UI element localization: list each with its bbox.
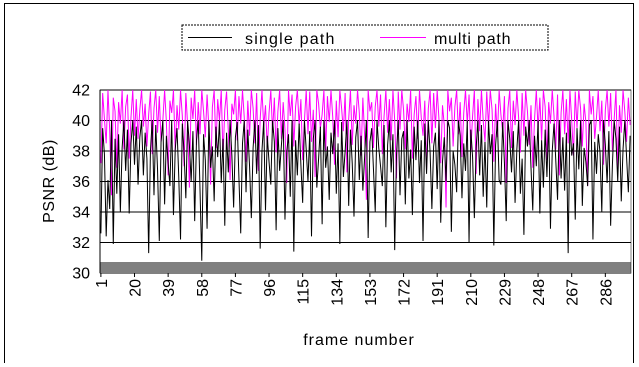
- x-tick-label: 115: [296, 279, 313, 305]
- legend-label-multi-path: multi path: [434, 31, 511, 48]
- y-tick-label: 40: [72, 113, 90, 130]
- x-tick-label: 191: [430, 279, 447, 306]
- y-tick-label: 32: [72, 235, 90, 252]
- legend: single path multi path: [181, 24, 549, 51]
- x-tick-label: 96: [262, 279, 279, 297]
- x-tick-label: 153: [363, 279, 380, 306]
- legend-label-single-path: single path: [245, 31, 336, 48]
- legend-box: [181, 24, 549, 51]
- y-tick-label: 36: [72, 174, 90, 191]
- plot-area: 30 32 34 36 38 40 42 1 20 39 58 77 96 115 134 153 172 191…: [72, 83, 632, 306]
- x-tick-label: 20: [128, 279, 145, 297]
- x-tick-label: 229: [497, 279, 514, 306]
- multi-path-series: [100, 89, 631, 208]
- y-tick-label: 42: [72, 83, 90, 100]
- x-axis-title: frame number: [303, 332, 415, 349]
- y-tick-label: 34: [72, 205, 90, 222]
- x-tick-label: 77: [228, 279, 245, 297]
- x-tick-label: 286: [598, 279, 615, 306]
- y-tick-label: 38: [72, 144, 90, 161]
- y-tick-label: 30: [72, 266, 90, 283]
- x-tick-label: 1: [94, 279, 111, 288]
- y-axis-title: PSNR (dB): [41, 139, 58, 223]
- x-tick-label: 39: [161, 279, 178, 297]
- x-tick-label: 172: [397, 279, 414, 306]
- x-tick-label: 134: [329, 279, 346, 306]
- x-tick-label: 267: [565, 279, 582, 306]
- single-path-series: [100, 120, 631, 261]
- x-tick-label: 58: [195, 279, 212, 297]
- chart-frame: [4, 3, 634, 363]
- x-tick-label: 248: [531, 279, 548, 306]
- x-tick-label: 210: [464, 279, 481, 306]
